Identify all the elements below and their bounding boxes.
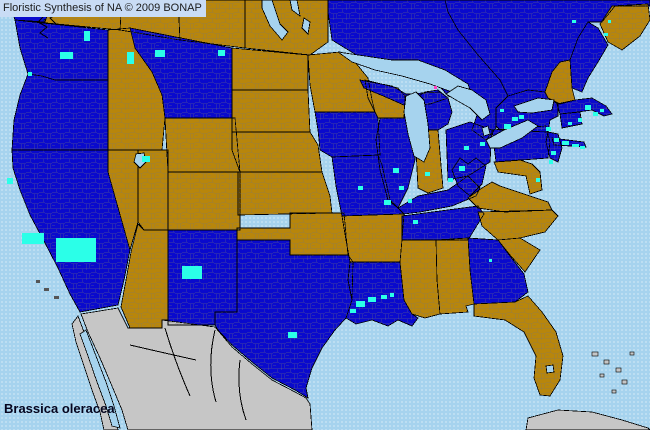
county-lines-overlay: [467, 181, 553, 213]
county-lines-overlay: [231, 89, 311, 133]
county-marker: [350, 309, 356, 313]
county-lines-overlay: [164, 117, 241, 173]
county-marker: [413, 220, 418, 224]
county-marker: [504, 124, 511, 129]
county-marker: [568, 122, 572, 125]
county-marker: [464, 146, 469, 150]
county-marker: [60, 52, 73, 59]
county-marker: [580, 146, 585, 149]
county-marker: [608, 20, 611, 23]
county-marker: [408, 199, 412, 203]
county-marker: [546, 127, 551, 131]
map-title-text: Floristic Synthesis of NA © 2009 BONAP: [3, 2, 202, 14]
county-marker: [384, 200, 391, 205]
county-lines-overlay: [167, 229, 238, 326]
county-marker: [585, 105, 591, 110]
county-marker: [182, 266, 202, 279]
county-lines-overlay: [435, 237, 475, 315]
county-marker: [600, 109, 604, 112]
county-marker: [399, 186, 404, 190]
county-marker: [358, 186, 363, 190]
county-marker: [536, 178, 540, 182]
county-lines-overlay: [231, 131, 323, 173]
rare-county-marker: [434, 86, 437, 89]
lake-manitoba: [301, 17, 311, 35]
county-marker: [448, 178, 453, 182]
county-marker: [393, 168, 399, 173]
county-lines-layer: [11, 0, 650, 399]
county-marker: [390, 293, 394, 297]
county-marker: [22, 233, 44, 244]
county-lines-overlay: [559, 111, 583, 129]
county-marker: [489, 259, 492, 262]
county-marker: [551, 151, 556, 155]
county-lines-overlay: [167, 171, 241, 231]
county-lines-overlay: [314, 111, 381, 158]
county-marker: [56, 238, 96, 262]
lake-winnipeg: [261, 0, 289, 41]
county-lines-overlay: [231, 47, 309, 91]
county-marker: [480, 142, 485, 146]
county-marker: [425, 172, 430, 176]
species-label: Brassica oleracea: [4, 401, 115, 416]
lake-winnipegosis: [289, 0, 301, 17]
county-marker: [127, 52, 134, 64]
county-lines-overlay: [493, 159, 543, 195]
bahamas-islands: [591, 351, 635, 394]
county-marker: [554, 138, 559, 142]
county-lines-overlay: [399, 239, 441, 319]
county-marker: [142, 156, 150, 162]
county-lines-overlay: [244, 0, 329, 56]
county-marker: [28, 72, 32, 76]
county-marker: [512, 117, 518, 121]
county-markers-layer: [7, 20, 611, 338]
county-marker: [572, 144, 579, 147]
county-marker: [84, 31, 90, 41]
county-lines-overlay: [497, 237, 541, 273]
county-marker: [155, 50, 165, 57]
lake-st-clair: [481, 125, 491, 137]
county-lines-overlay: [11, 73, 109, 151]
county-lines-overlay: [599, 3, 650, 51]
county-marker: [459, 166, 465, 171]
region-cuba: [525, 409, 650, 430]
county-marker: [7, 178, 13, 184]
species-name-text: Brassica oleracea: [4, 401, 115, 416]
lake-okeechobee: [545, 364, 555, 374]
lake-michigan: [403, 91, 431, 163]
county-marker: [519, 115, 524, 119]
county-lines-overlay: [14, 19, 109, 81]
county-lines-overlay: [237, 171, 333, 216]
county-marker: [356, 301, 365, 307]
county-lines-overlay: [473, 295, 564, 397]
gulf-of-california: [79, 329, 121, 429]
county-lines-overlay: [569, 21, 609, 93]
lake-ontario: [513, 97, 555, 114]
county-marker: [288, 332, 297, 338]
county-lines-overlay: [107, 149, 139, 251]
county-marker: [549, 160, 553, 164]
lakes-layer: [79, 0, 555, 429]
county-marker: [368, 297, 376, 302]
county-marker: [500, 109, 504, 112]
county-lines-overlay: [341, 213, 405, 263]
county-lines-overlay: [477, 209, 559, 241]
county-marker: [604, 33, 608, 36]
lake-huron: [445, 85, 491, 121]
county-marker: [218, 50, 225, 56]
county-marker: [572, 20, 576, 23]
channel-islands: [36, 280, 59, 299]
mexico-state-borders: [129, 327, 247, 421]
county-marker: [562, 141, 569, 145]
map-title-bar: Floristic Synthesis of NA © 2009 BONAP: [0, 0, 206, 17]
county-marker: [381, 295, 387, 299]
county-marker: [593, 112, 598, 116]
county-marker: [578, 118, 582, 122]
